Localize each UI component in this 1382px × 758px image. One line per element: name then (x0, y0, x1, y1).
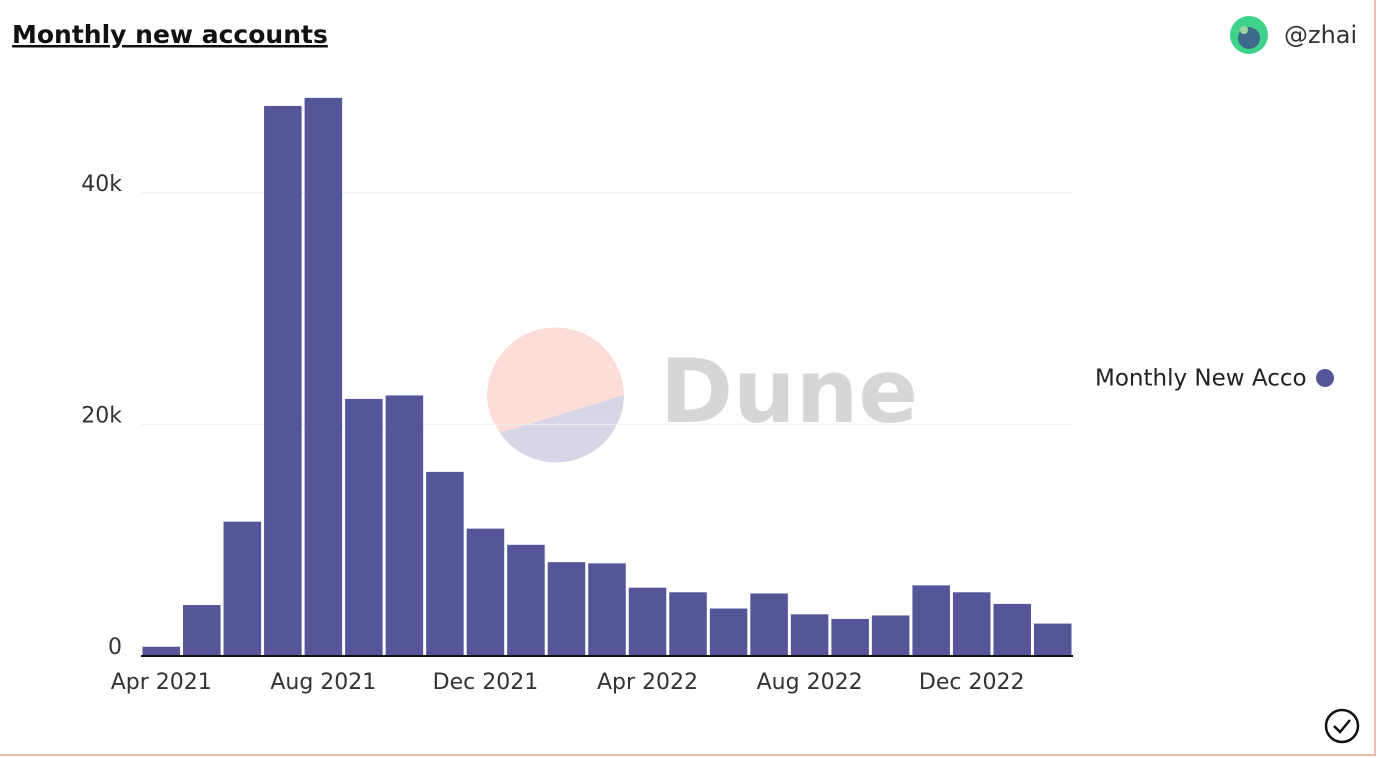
legend-label: Monthly New Accounts (1095, 366, 1357, 392)
bar (345, 398, 383, 656)
check-icon[interactable] (1324, 708, 1360, 744)
bar (142, 646, 181, 656)
bar (1033, 623, 1072, 656)
bar (790, 614, 829, 656)
bar (709, 608, 748, 656)
bar (628, 587, 667, 656)
legend-item[interactable]: Monthly New Accounts (1095, 366, 1357, 392)
x-tick-label: Dec 2021 (433, 670, 539, 695)
bar (547, 562, 586, 656)
bar (912, 585, 950, 656)
bar (223, 521, 262, 656)
chart-title[interactable]: Monthly new accounts (12, 20, 328, 49)
bar (993, 603, 1031, 656)
bar (952, 592, 991, 656)
watermark (486, 327, 624, 463)
x-tick-label: Dec 2022 (919, 670, 1025, 695)
bar (466, 528, 505, 656)
bar (750, 593, 788, 656)
author[interactable]: @zhai (1284, 21, 1357, 49)
bar (831, 618, 869, 656)
x-tick-label: Apr 2021 (111, 670, 212, 695)
y-tick-label: 40k (81, 172, 122, 197)
bar (426, 471, 464, 656)
y-tick-label: 0 (108, 635, 122, 660)
watermark-text: Dune (660, 340, 918, 443)
bar (183, 605, 221, 656)
bar (871, 615, 910, 656)
y-tick-label: 20k (81, 403, 122, 428)
bar (507, 544, 545, 656)
bar (304, 97, 343, 657)
bar (385, 395, 424, 656)
x-tick-label: Apr 2022 (597, 670, 698, 695)
x-tick-label: Aug 2021 (270, 670, 376, 695)
bar (588, 563, 626, 656)
avatar (1230, 16, 1268, 54)
x-tick-label: Aug 2022 (757, 670, 863, 695)
legend-swatch (1316, 369, 1334, 387)
bar (264, 105, 302, 656)
bar (669, 592, 707, 656)
